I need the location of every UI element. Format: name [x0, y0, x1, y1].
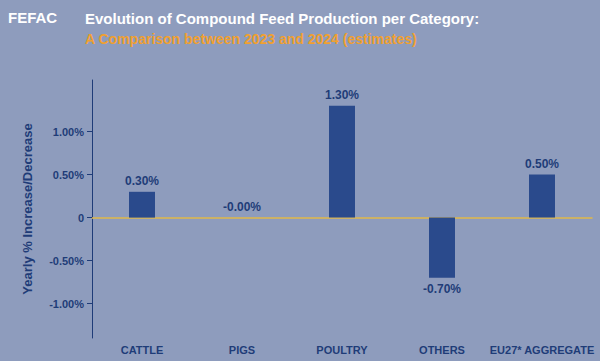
svg-text:Yearly % Increase/Decrease: Yearly % Increase/Decrease	[20, 123, 35, 294]
svg-text:FEFAC: FEFAC	[8, 9, 57, 26]
svg-text:0.50%: 0.50%	[53, 169, 84, 181]
svg-text:POULTRY: POULTRY	[316, 344, 368, 356]
svg-text:PIGS: PIGS	[229, 344, 255, 356]
svg-text:-0.70%: -0.70%	[423, 282, 461, 296]
svg-text:0: 0	[78, 212, 84, 224]
svg-text:Evolution of Compound Feed Pro: Evolution of Compound Feed Production pe…	[85, 10, 479, 27]
svg-text:-0.00%: -0.00%	[223, 200, 261, 214]
svg-text:-0.50%: -0.50%	[49, 255, 84, 267]
svg-text:CATTLE: CATTLE	[121, 344, 164, 356]
svg-text:0.30%: 0.30%	[125, 174, 159, 188]
svg-text:-1.00%: -1.00%	[49, 298, 84, 310]
svg-text:1.00%: 1.00%	[53, 126, 84, 138]
svg-text:0.50%: 0.50%	[525, 157, 559, 171]
svg-text:A Comparison between 2023 and: A Comparison between 2023 and 2024 (esti…	[85, 31, 417, 47]
svg-text:1.30%: 1.30%	[325, 88, 359, 102]
svg-text:OTHERS: OTHERS	[419, 344, 465, 356]
svg-text:EU27* AGGREGATE: EU27* AGGREGATE	[490, 344, 595, 356]
